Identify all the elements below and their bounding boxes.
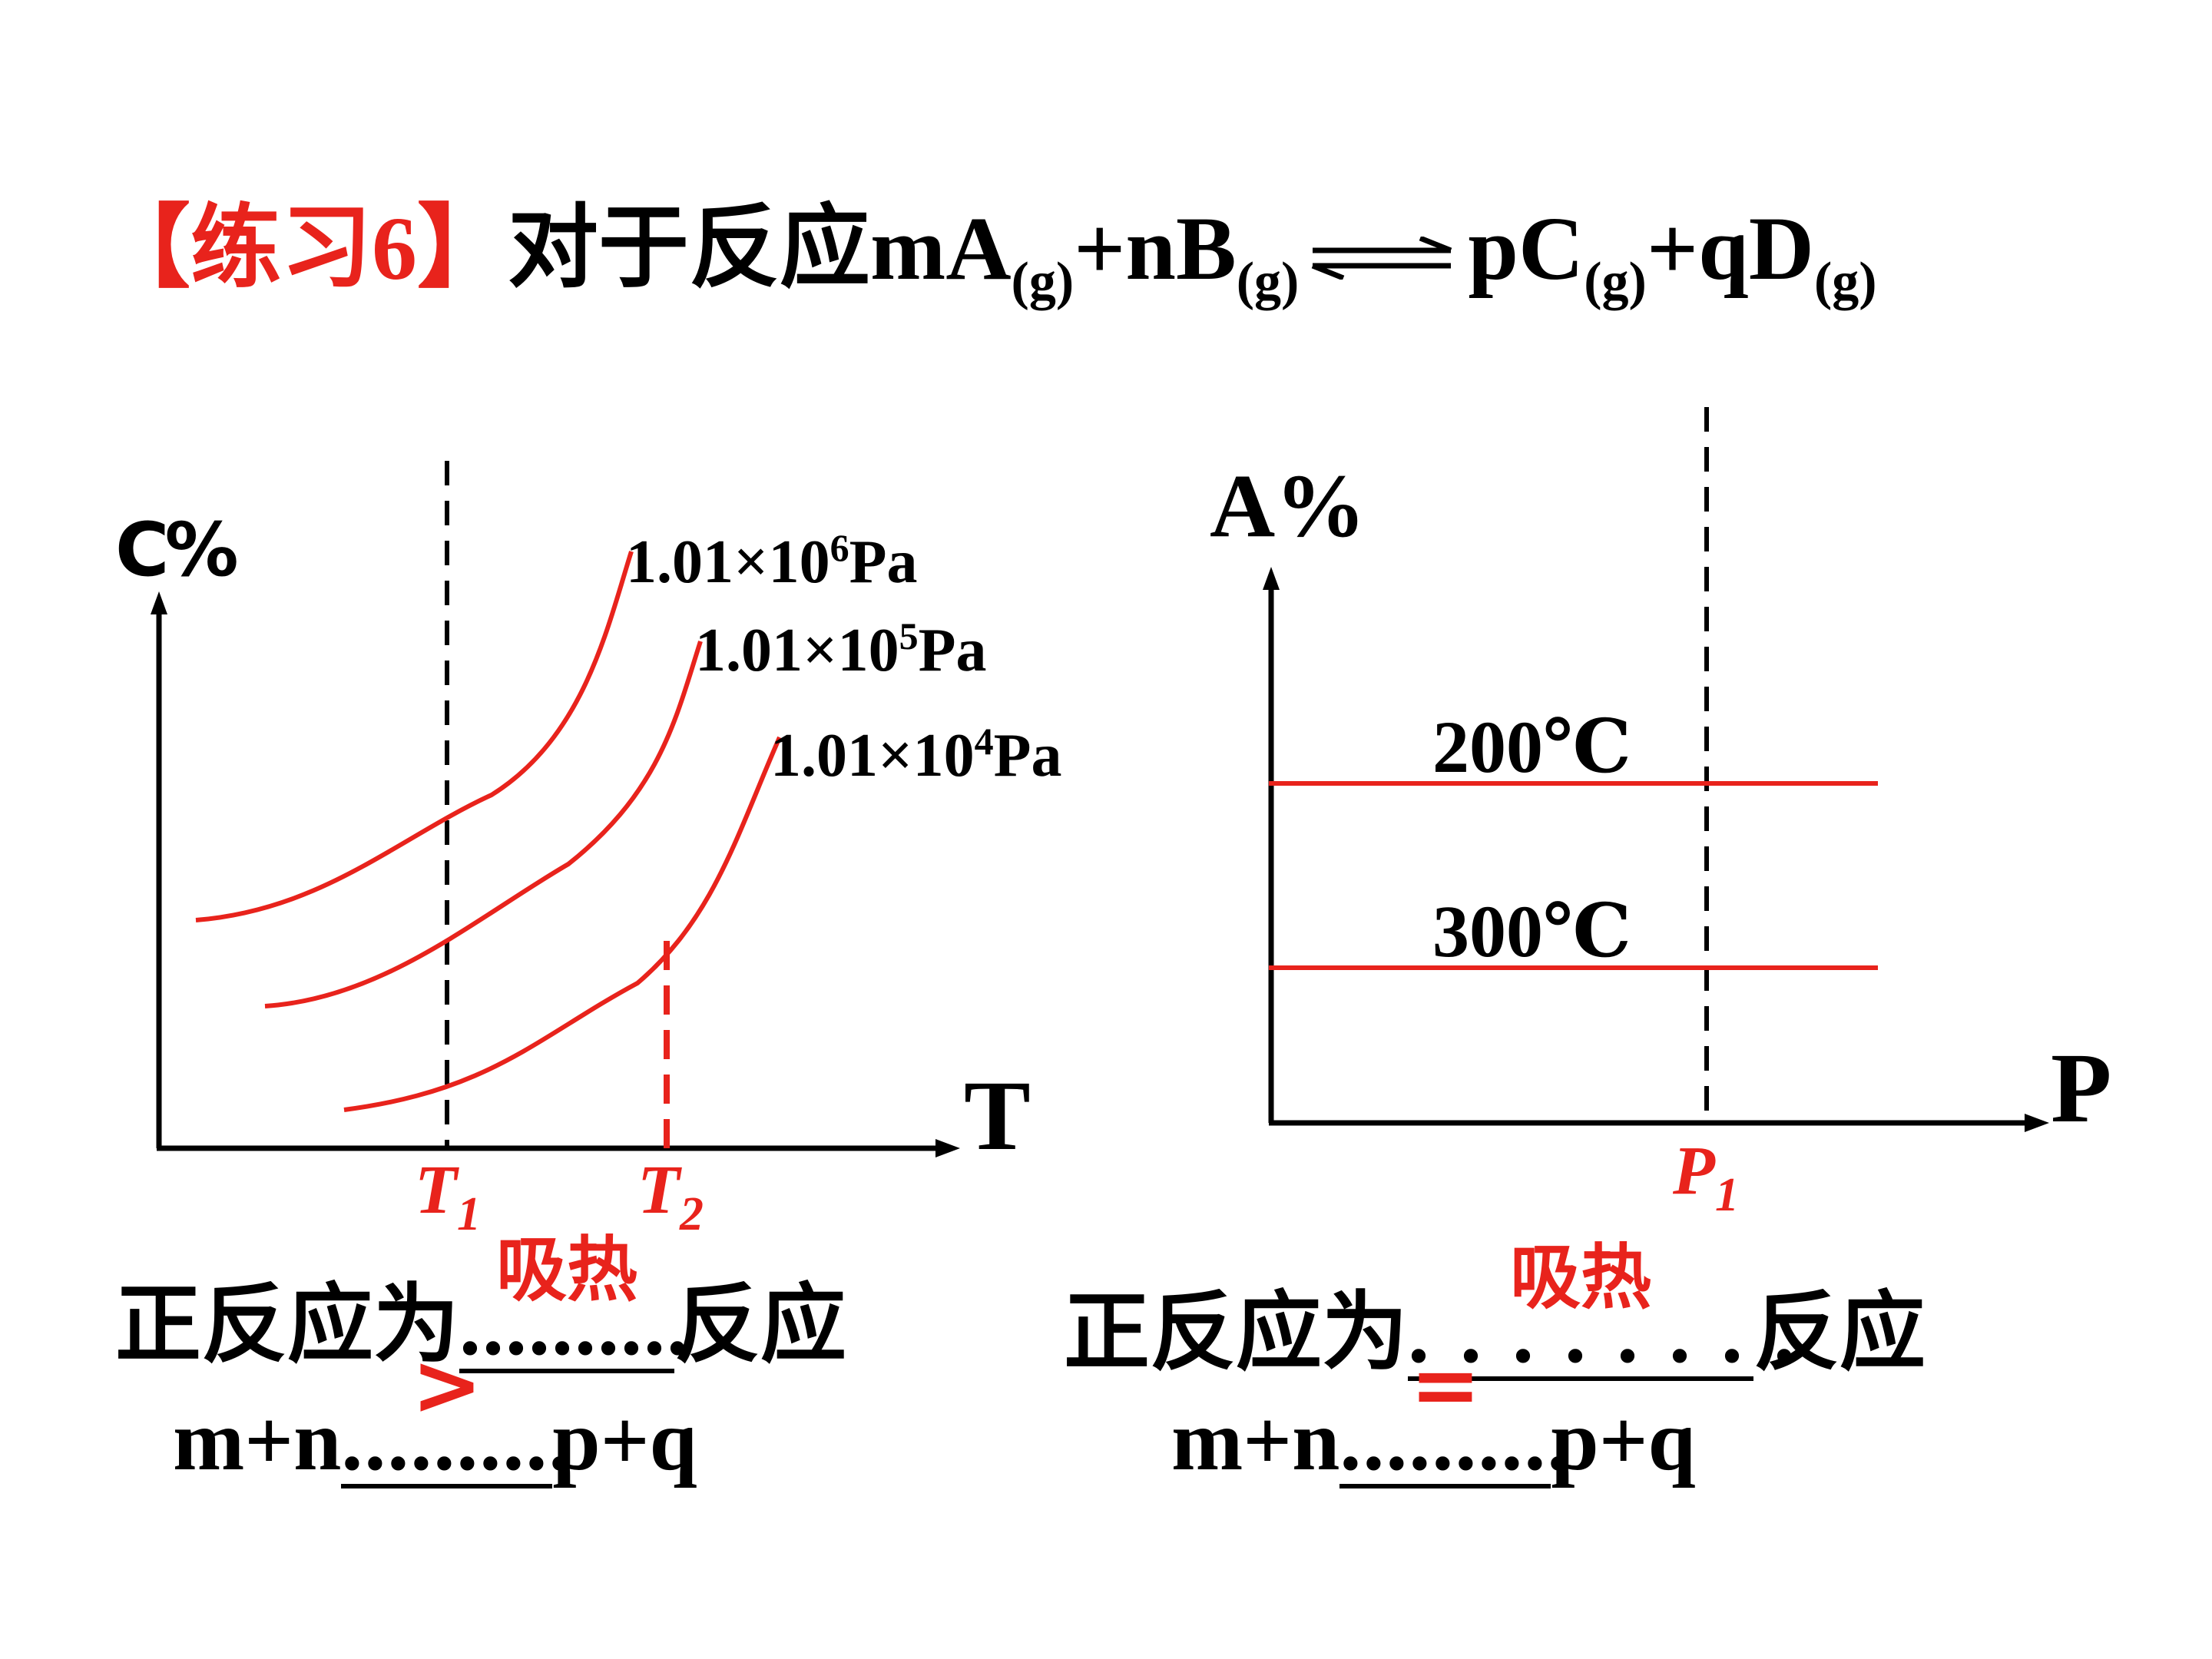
- product-d: +qD: [1646, 198, 1814, 299]
- curve-1e6-pa: [195, 551, 634, 922]
- curve-1e5-pa: [264, 641, 703, 1008]
- equilibrium-arrow-icon: [1312, 236, 1452, 280]
- page-title: 【练习6】对于反应mA(g)+nB(g) pC(g)+qD(g): [100, 204, 1877, 309]
- state-d: (g): [1813, 252, 1877, 311]
- tick-t1: T1: [415, 1152, 481, 1240]
- right-relation-lhs: m+n: [1171, 1393, 1340, 1488]
- left-x-axis-label: T: [964, 1061, 1031, 1171]
- left-answer-blank: .......... 吸热: [459, 1229, 690, 1373]
- left-question-suffix: 反应: [674, 1278, 846, 1373]
- right-y-axis-label: A%: [1210, 455, 1366, 556]
- left-relation-blank: .......... >: [341, 1336, 572, 1488]
- series-label-1e5: 1.01×105Pa: [695, 614, 987, 684]
- exercise-tag: 【练习6】: [100, 198, 508, 299]
- left-question-prefix: 正反应为: [115, 1278, 459, 1373]
- left-relation-line: m+n.......... > p+q: [173, 1336, 697, 1488]
- reactant-b: +nB: [1074, 198, 1237, 299]
- right-answer-heat: 吸热: [1509, 1237, 1651, 1319]
- right-relation-answer: =: [1409, 1336, 1481, 1434]
- right-relation-blank: .......... =: [1339, 1336, 1571, 1488]
- product-c: pC: [1468, 198, 1584, 299]
- right-question-suffix: 反应: [1753, 1286, 1926, 1381]
- tick-t2: T2: [637, 1152, 704, 1240]
- label-200c: 200℃: [1432, 706, 1632, 788]
- series-label-1e4: 1.01×104Pa: [770, 720, 1062, 790]
- right-x-axis-label: P: [2051, 1033, 2112, 1144]
- right-question-prefix: 正反应为: [1064, 1286, 1408, 1381]
- left-question-line: 正反应为.......... 吸热 反应: [115, 1229, 846, 1373]
- right-question-line: 正反应为. . . . . . . . 吸热 反应: [1064, 1237, 1926, 1381]
- left-chart-axes: [151, 591, 960, 1157]
- reactant-a: mA: [870, 198, 1012, 299]
- right-answer-blank: . . . . . . . . 吸热: [1408, 1237, 1800, 1381]
- left-relation-rhs: p+q: [552, 1393, 697, 1488]
- left-answer-heat: 吸热: [495, 1229, 637, 1311]
- curve-1e4-pa: [343, 736, 782, 1112]
- right-chart-axes: [1263, 567, 2049, 1132]
- left-relation-answer: >: [411, 1336, 482, 1434]
- left-relation-lhs: m+n: [173, 1393, 342, 1488]
- label-300c: 300℃: [1432, 890, 1632, 972]
- tick-p1: P1: [1673, 1133, 1739, 1221]
- title-text: 对于反应: [508, 198, 871, 299]
- series-label-1e6: 1.01×106Pa: [626, 526, 918, 596]
- left-y-axis-label: C%: [115, 507, 239, 593]
- state-c: (g): [1584, 252, 1647, 311]
- state-a: (g): [1011, 252, 1075, 311]
- right-relation-rhs: p+q: [1551, 1393, 1696, 1488]
- state-b: (g): [1236, 252, 1300, 311]
- right-relation-line: m+n.......... = p+q: [1171, 1336, 1696, 1488]
